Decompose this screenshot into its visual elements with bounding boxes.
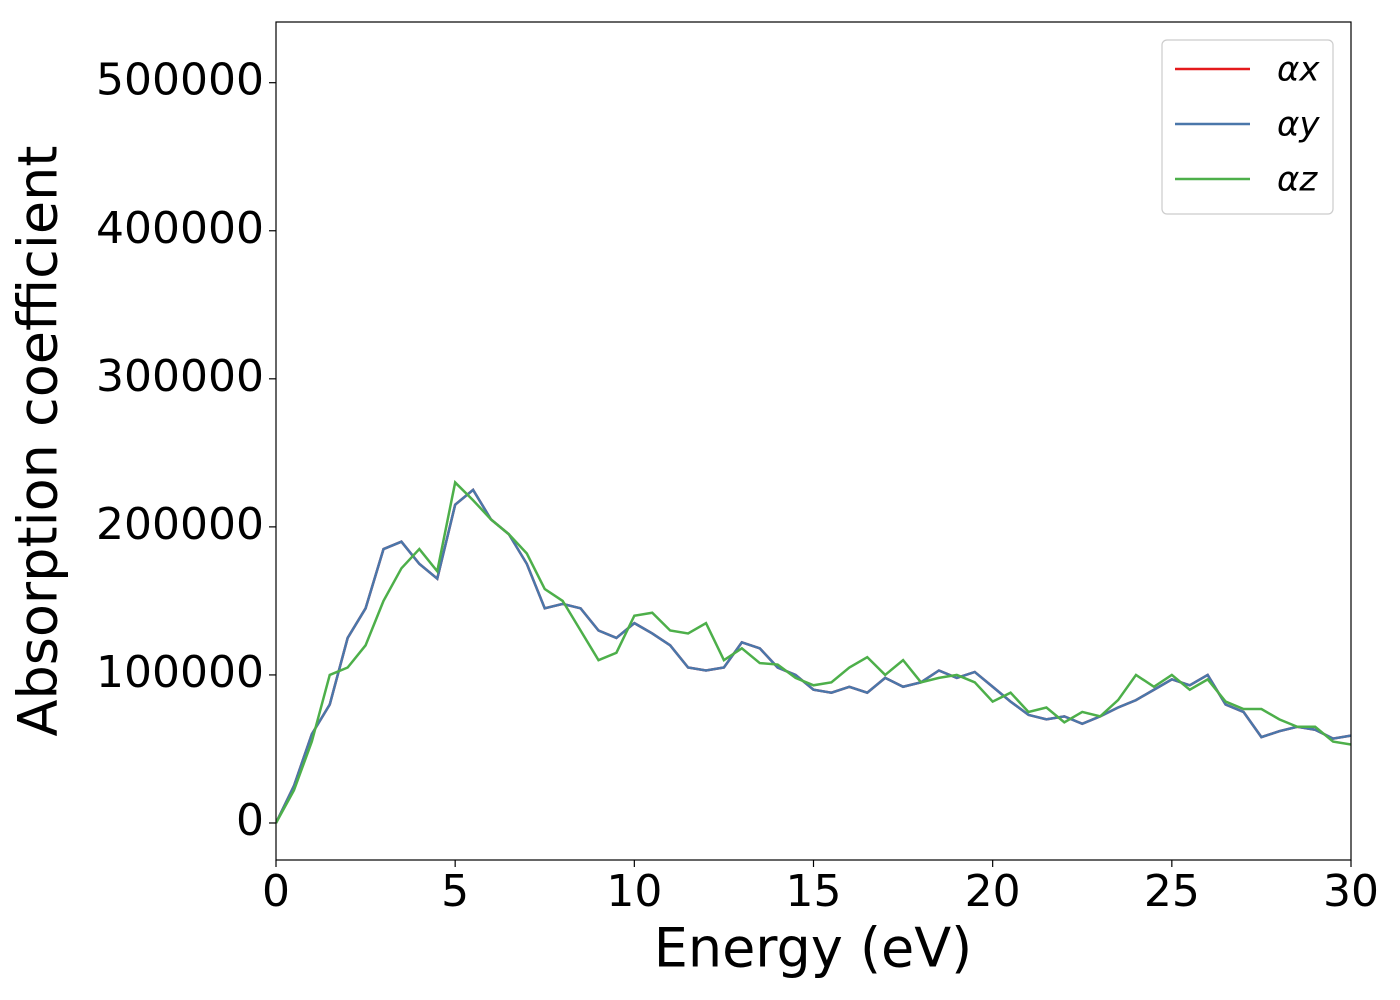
x-tick-label: 30 xyxy=(1323,866,1379,917)
x-tick-label: 20 xyxy=(965,866,1021,917)
series-line xyxy=(276,479,1351,824)
legend-box xyxy=(1161,39,1334,215)
y-tick-label: 300000 xyxy=(96,351,264,402)
plot-frame xyxy=(275,21,1352,861)
y-tick-label: 400000 xyxy=(96,203,264,254)
x-tick-label: 0 xyxy=(262,866,290,917)
x-axis-label: Energy (eV) xyxy=(654,917,973,980)
y-tick-label: 200000 xyxy=(96,499,264,550)
series-line xyxy=(276,487,1351,824)
x-tick-label: 15 xyxy=(786,866,842,917)
y-tick-label: 0 xyxy=(236,795,264,846)
y-axis-label: Absorption coefficient xyxy=(7,146,70,737)
y-tick-label: 500000 xyxy=(96,55,264,106)
y-tick-label: 100000 xyxy=(96,647,264,698)
legend-label: αy xyxy=(1277,105,1320,145)
legend-label: αx xyxy=(1277,50,1320,90)
x-tick-label: 25 xyxy=(1144,866,1200,917)
legend-label: αz xyxy=(1277,160,1318,200)
x-tick-label: 5 xyxy=(441,866,469,917)
x-tick-label: 10 xyxy=(606,866,662,917)
